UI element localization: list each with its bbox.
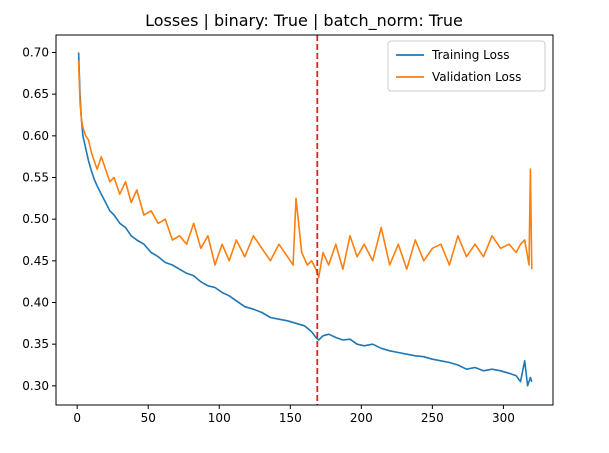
x-tick-label: 200 xyxy=(350,411,373,425)
validation-loss-line xyxy=(77,60,533,279)
legend-label: Validation Loss xyxy=(432,70,521,84)
training-loss-line xyxy=(77,52,533,387)
series-layer xyxy=(77,35,533,405)
y-tick-label: 0.60 xyxy=(22,129,49,143)
axes-layer: 0 50 100 150 200 250 300 0.30 0.35 0.40 0.45 0.50 0.… xyxy=(22,34,554,425)
legend: Training Loss Validation Loss xyxy=(387,40,546,92)
x-tick-label: 250 xyxy=(421,411,444,425)
x-tick-label: 300 xyxy=(492,411,515,425)
x-tick-label: 0 xyxy=(73,411,81,425)
legend-label: Training Loss xyxy=(431,48,509,62)
y-tick-label: 0.30 xyxy=(22,379,49,393)
y-tick-label: 0.40 xyxy=(22,296,49,310)
chart-title: Losses | binary: True | batch_norm: True xyxy=(145,11,463,31)
y-tick-label: 0.70 xyxy=(22,46,49,60)
y-tick-label: 0.45 xyxy=(22,254,49,268)
y-tick-label: 0.65 xyxy=(22,87,49,101)
plot-background xyxy=(56,35,553,405)
x-tick-label: 50 xyxy=(141,411,156,425)
x-tick-label: 150 xyxy=(279,411,302,425)
legend-box xyxy=(387,40,546,92)
x-tick-label: 100 xyxy=(208,411,231,425)
y-tick-label: 0.50 xyxy=(22,212,49,226)
y-tick-label: 0.55 xyxy=(22,171,49,185)
axes-frame xyxy=(55,34,554,406)
plot-area xyxy=(56,35,553,405)
y-tick-label: 0.35 xyxy=(22,337,49,351)
